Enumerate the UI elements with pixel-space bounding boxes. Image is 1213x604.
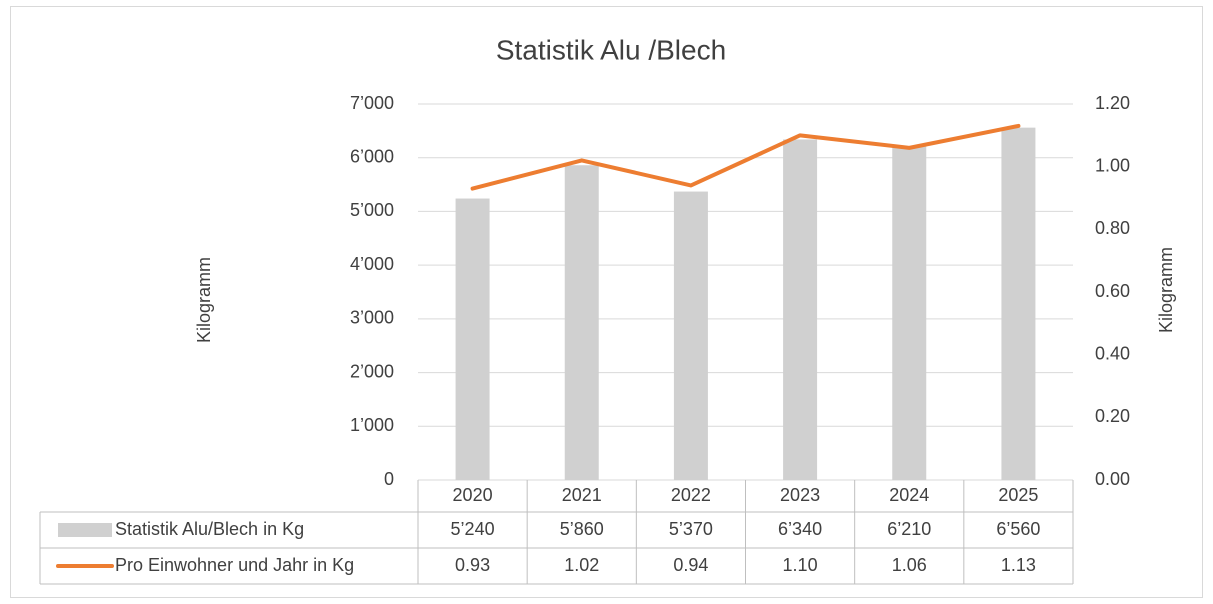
legend-label: Pro Einwohner und Jahr in Kg (115, 555, 354, 575)
y-tick-label: 6’000 (350, 146, 394, 166)
bar (455, 198, 490, 480)
x-tick-label: 2022 (671, 485, 711, 505)
y2-tick-label: 0.40 (1095, 343, 1130, 363)
y2-tick-label: 1.00 (1095, 155, 1130, 175)
y-tick-label: 4’000 (350, 254, 394, 274)
y2-tick-label: 0.20 (1095, 406, 1130, 426)
y-tick-label: 1’000 (350, 415, 394, 435)
table-value: 5’370 (669, 519, 713, 539)
table-value: 0.94 (673, 555, 708, 575)
table-value: 1.13 (1001, 555, 1036, 575)
y-tick-label: 0 (384, 469, 394, 489)
y-axis-title: Kilogramm (194, 257, 214, 343)
x-tick-label: 2025 (998, 485, 1038, 505)
table-value: 5’860 (560, 519, 604, 539)
bar (892, 146, 927, 481)
table-value: 1.02 (564, 555, 599, 575)
y-tick-label: 3’000 (350, 308, 394, 328)
bar (673, 191, 708, 480)
chart-title: Statistik Alu /Blech (496, 34, 726, 65)
y2-axis-title: Kilogramm (1156, 247, 1176, 333)
legend-key (58, 523, 112, 537)
bar (783, 139, 818, 481)
legend-label: Statistik Alu/Blech in Kg (115, 519, 304, 539)
y2-tick-label: 1.20 (1095, 93, 1130, 113)
y-tick-label: 2’000 (350, 361, 394, 381)
x-tick-label: 2024 (889, 485, 929, 505)
table-value: 0.93 (455, 555, 490, 575)
table-value: 6’340 (778, 519, 822, 539)
y-tick-label: 5’000 (350, 200, 394, 220)
table-value: 1.10 (783, 555, 818, 575)
table-value: 1.06 (892, 555, 927, 575)
y-tick-label: 7’000 (350, 93, 394, 113)
table-value: 6’210 (887, 519, 931, 539)
line-series (470, 123, 1021, 191)
bar (564, 165, 599, 480)
x-tick-label: 2021 (562, 485, 602, 505)
y2-tick-label: 0.00 (1095, 469, 1130, 489)
y2-tick-label: 0.60 (1095, 281, 1130, 301)
table-value: 5’240 (451, 519, 495, 539)
bar (1001, 127, 1036, 481)
x-tick-label: 2020 (453, 485, 493, 505)
table-value: 6’560 (996, 519, 1040, 539)
x-tick-label: 2023 (780, 485, 820, 505)
y2-tick-label: 0.80 (1095, 218, 1130, 238)
